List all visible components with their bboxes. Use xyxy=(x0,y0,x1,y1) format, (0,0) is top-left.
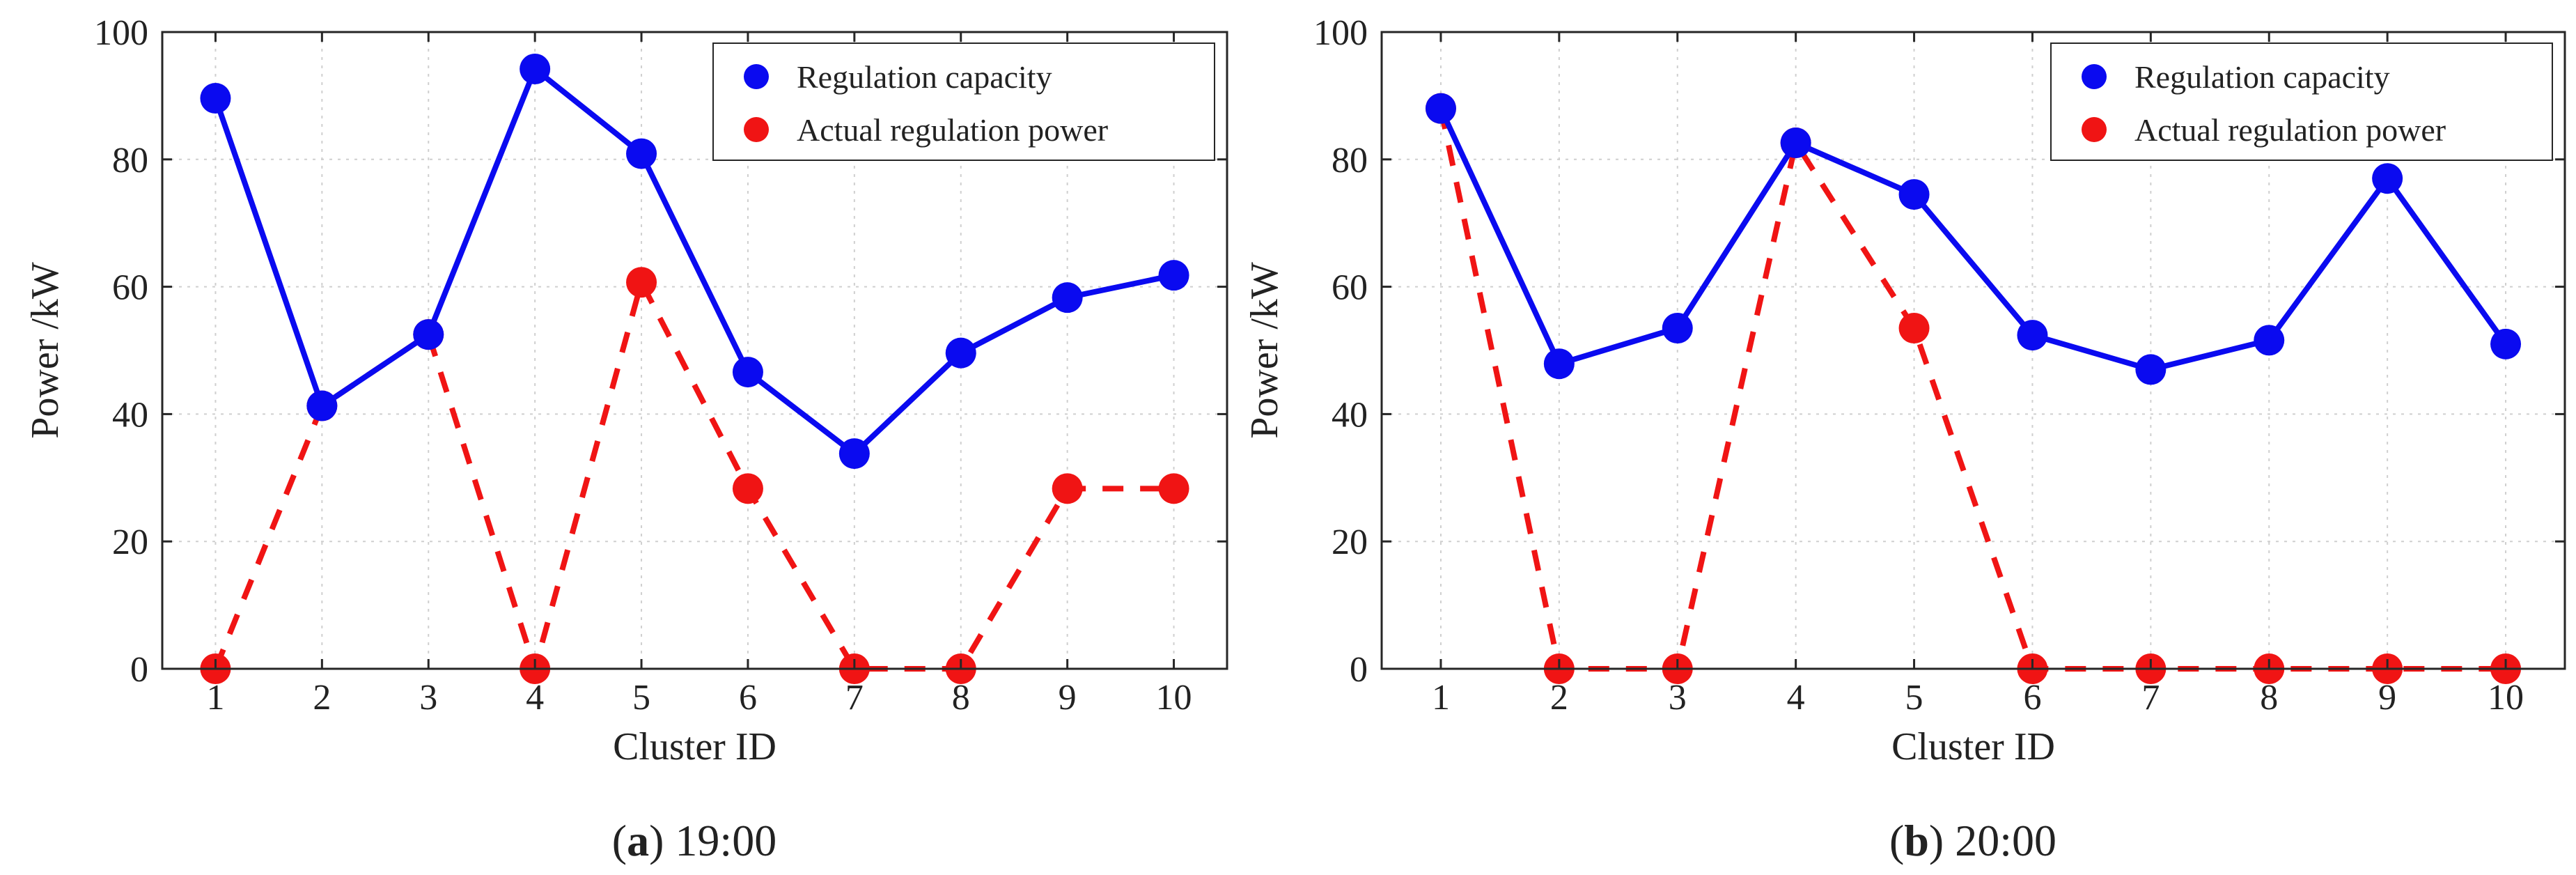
data-point-actual xyxy=(1052,473,1083,504)
legend-marker-actual xyxy=(744,117,769,142)
y-axis-label: Power /kW xyxy=(24,262,67,439)
x-tick-label: 1 xyxy=(206,678,224,718)
data-point-capacity xyxy=(838,438,870,470)
data-point-actual xyxy=(732,473,763,504)
x-tick-label: 4 xyxy=(1787,678,1805,718)
y-tick-label: 40 xyxy=(112,395,148,435)
data-point-capacity xyxy=(2017,320,2048,351)
data-point-capacity xyxy=(2490,328,2522,359)
data-point-capacity xyxy=(2372,163,2403,194)
x-tick-label: 2 xyxy=(313,678,331,718)
plot-frame xyxy=(1380,31,2566,670)
x-axis-label: Cluster ID xyxy=(613,725,776,768)
legend: Regulation capacity Actual regulation po… xyxy=(2050,42,2553,161)
y-tick-label: 20 xyxy=(112,522,148,562)
legend-label-actual: Actual regulation power xyxy=(2134,112,2446,148)
data-point-capacity xyxy=(1158,260,1189,291)
data-point-actual xyxy=(626,267,657,298)
data-point-capacity xyxy=(306,390,338,421)
x-tick-label: 5 xyxy=(1905,678,1923,718)
x-tick-label: 3 xyxy=(1669,678,1687,718)
caption-letter: b xyxy=(1904,816,1929,865)
series-group xyxy=(1425,93,2522,684)
x-tick-label: 8 xyxy=(952,678,970,718)
series-line-actual xyxy=(1438,107,2506,672)
y-tick-label: 60 xyxy=(1332,268,1368,308)
legend-box xyxy=(712,42,1215,161)
x-tick-label: 10 xyxy=(2488,678,2524,718)
x-axis-label: Cluster ID xyxy=(1891,725,2055,768)
x-tick-label: 9 xyxy=(1059,678,1077,718)
caption-time: 19:00 xyxy=(675,816,776,865)
x-tick-label: 7 xyxy=(845,678,864,718)
y-tick-label: 100 xyxy=(1313,13,1368,53)
panel-caption: (b) 20:00 xyxy=(1889,816,2056,865)
y-tick-label: 0 xyxy=(1350,650,1368,690)
caption-time: 20:00 xyxy=(1955,816,2056,865)
caption-letter: a xyxy=(627,816,649,865)
y-tick-label: 20 xyxy=(1332,522,1368,562)
x-tick-label: 8 xyxy=(2260,678,2278,718)
data-point-actual xyxy=(1898,313,1930,344)
y-tick-label: 80 xyxy=(1332,141,1368,180)
x-tick-label: 5 xyxy=(632,678,650,718)
x-tick-label: 10 xyxy=(1156,678,1192,718)
plot-frame xyxy=(161,31,1228,670)
legend-marker-capacity xyxy=(2082,64,2107,89)
series-line-capacity xyxy=(1438,107,2508,373)
y-tick-label: 100 xyxy=(94,13,148,53)
legend-marker-capacity xyxy=(744,64,769,89)
data-point-capacity xyxy=(732,357,763,388)
y-tick-label: 60 xyxy=(112,268,148,308)
data-point-capacity xyxy=(2135,354,2167,385)
data-point-capacity xyxy=(1898,179,1930,210)
legend-label-actual: Actual regulation power xyxy=(797,112,1108,148)
x-tick-label: 3 xyxy=(419,678,437,718)
legend-label-capacity: Regulation capacity xyxy=(2134,59,2390,95)
data-point-capacity xyxy=(2254,325,2285,356)
y-tick-label: 40 xyxy=(1332,395,1368,435)
x-tick-label: 6 xyxy=(739,678,757,718)
x-tick-label: 1 xyxy=(1432,678,1450,718)
x-tick-label: 6 xyxy=(2023,678,2041,718)
data-point-capacity xyxy=(1780,127,1811,159)
x-tick-label: 4 xyxy=(526,678,544,718)
legend: Regulation capacity Actual regulation po… xyxy=(712,42,1215,161)
data-point-capacity xyxy=(1425,93,1456,124)
data-point-capacity xyxy=(626,138,657,169)
panel-caption: (a) 19:00 xyxy=(612,816,776,865)
y-tick-label: 0 xyxy=(130,650,148,690)
series-line-capacity xyxy=(212,66,1175,457)
x-tick-label: 2 xyxy=(1550,678,1568,718)
legend-box xyxy=(2050,42,2553,161)
data-point-capacity xyxy=(1543,348,1575,380)
data-point-capacity xyxy=(200,83,231,114)
y-tick-label: 80 xyxy=(112,141,148,180)
data-point-capacity xyxy=(1662,313,1693,344)
y-axis-label: Power /kW xyxy=(1243,262,1286,439)
data-point-capacity xyxy=(1052,282,1083,313)
data-point-capacity xyxy=(520,54,551,85)
x-tick-label: 7 xyxy=(2141,678,2160,718)
legend-marker-actual xyxy=(2082,117,2107,142)
x-tick-label: 9 xyxy=(2378,678,2396,718)
legend-label-capacity: Regulation capacity xyxy=(797,59,1052,95)
data-point-actual xyxy=(1158,473,1189,504)
data-point-capacity xyxy=(945,337,976,369)
data-point-capacity xyxy=(413,319,444,350)
